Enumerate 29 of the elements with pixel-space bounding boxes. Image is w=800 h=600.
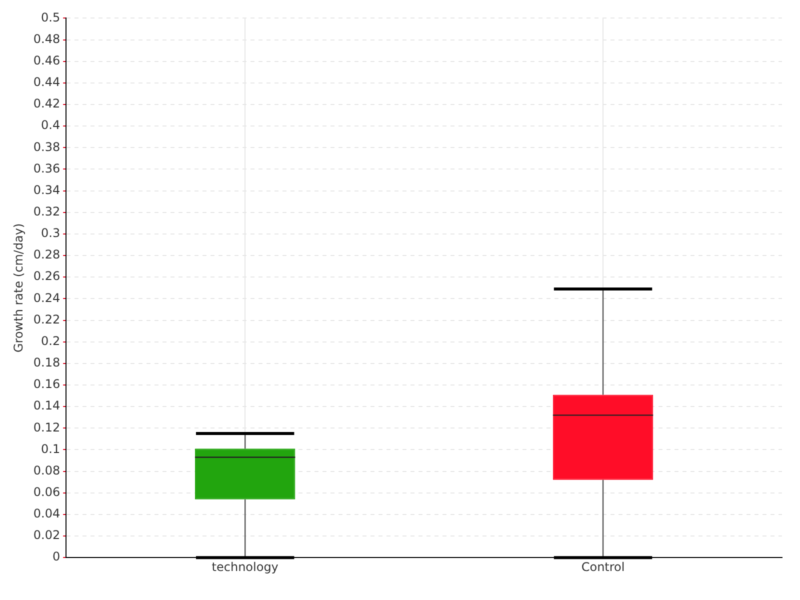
y-tick-label: 0.24 xyxy=(33,290,60,305)
y-tick-label: 0.4 xyxy=(41,118,60,132)
y-tick-label: 0.04 xyxy=(33,506,60,521)
y-tick-label: 0.42 xyxy=(33,96,60,111)
y-tick-label: 0.5 xyxy=(41,10,60,24)
y-tick-label: 0.38 xyxy=(33,140,60,154)
y-tick-label: 0.32 xyxy=(33,204,60,219)
y-tick-label: 0.12 xyxy=(33,420,60,434)
y-tick-label: 0.48 xyxy=(33,32,60,46)
y-tick-label: 0.18 xyxy=(33,356,60,370)
y-tick-label: 0 xyxy=(52,550,60,564)
y-tick-label: 0.14 xyxy=(33,398,60,413)
y-tick-label: 0.2 xyxy=(41,334,60,348)
y-tick-label: 0.22 xyxy=(33,312,60,326)
y-tick-label: 0.44 xyxy=(33,75,60,90)
y-tick-label: 0.16 xyxy=(33,377,60,392)
y-tick-label: 0.08 xyxy=(33,463,60,478)
x-tick-label: Control xyxy=(581,560,625,574)
y-tick-label: 0.1 xyxy=(41,442,60,456)
y-tick-label: 0.3 xyxy=(41,226,60,240)
y-tick-label: 0.36 xyxy=(33,161,60,176)
y-tick-label: 0.26 xyxy=(33,269,60,284)
y-tick-label: 0.06 xyxy=(33,484,60,499)
y-tick-label: 0.34 xyxy=(33,182,60,197)
y-axis-title: Growth rate (cm/day) xyxy=(11,223,26,353)
y-tick-label: 0.46 xyxy=(33,53,60,68)
y-tick-label: 0.02 xyxy=(33,528,60,542)
y-tick-label: 0.28 xyxy=(33,248,60,262)
x-tick-label: technology xyxy=(212,560,278,574)
